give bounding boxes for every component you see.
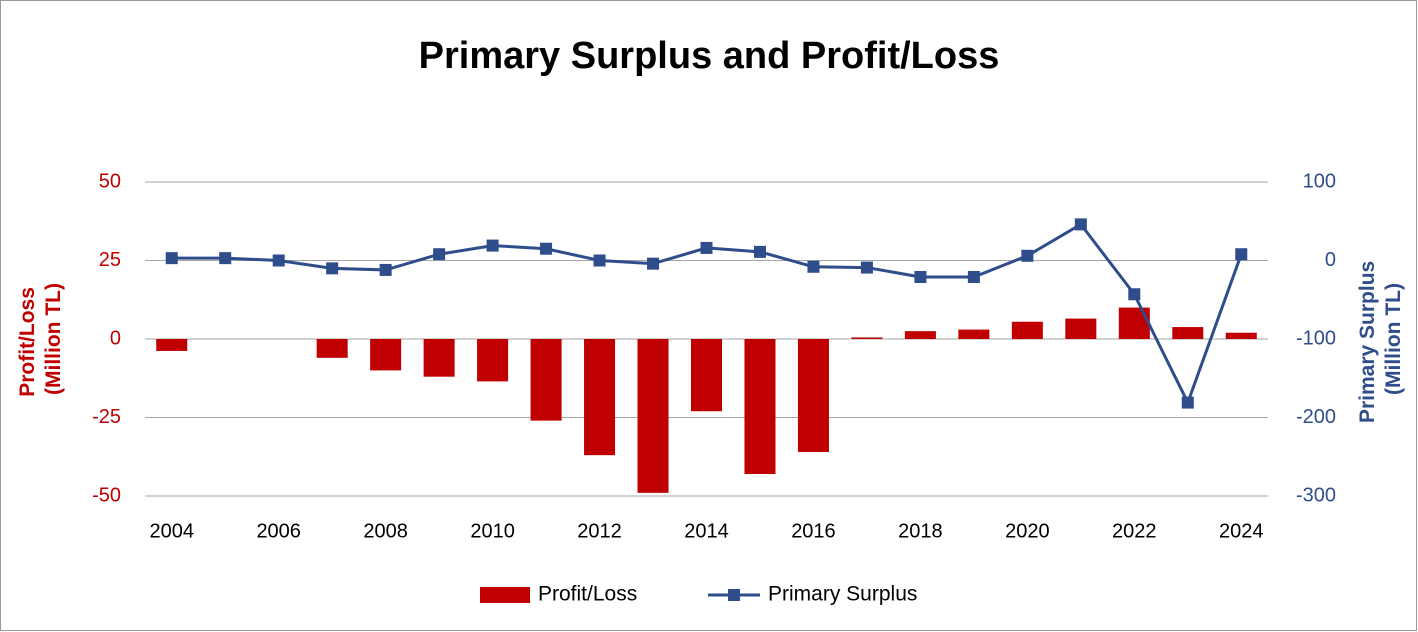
x-tick-label: 2004 <box>149 520 194 542</box>
x-tick-label: 2018 <box>898 520 943 542</box>
bar <box>316 339 348 358</box>
y-axis-title-line: Profit/Loss <box>16 287 39 397</box>
chart-title: Primary Surplus and Profit/Loss <box>419 35 1000 77</box>
line-marker <box>753 245 766 258</box>
bar <box>904 331 936 339</box>
legend-label: Profit/Loss <box>538 583 637 606</box>
bar <box>1011 321 1043 339</box>
y2-tick-label: 100 <box>1303 170 1336 192</box>
bar <box>797 339 829 453</box>
line-marker <box>219 252 232 265</box>
line-marker <box>593 254 606 267</box>
y-tick-label: -25 <box>92 406 121 428</box>
y2-axis-title-line: Primary Surplus <box>1356 261 1379 423</box>
line-marker <box>967 270 980 283</box>
y-tick-label: 25 <box>99 249 121 271</box>
line-marker <box>433 248 446 261</box>
y2-tick-label: -100 <box>1296 327 1336 349</box>
bar <box>1118 307 1150 339</box>
x-tick-label: 2022 <box>1112 520 1157 542</box>
x-tick-label: 2014 <box>684 520 729 542</box>
bar <box>584 339 616 456</box>
bar <box>1065 318 1097 339</box>
line-marker <box>807 260 820 273</box>
y-tick-label: 50 <box>99 170 121 192</box>
bar <box>851 337 883 339</box>
bar <box>530 339 562 421</box>
x-tick-label: 2016 <box>791 520 836 542</box>
line-marker <box>1181 396 1194 409</box>
bar <box>1172 327 1204 339</box>
line-marker <box>272 254 285 267</box>
x-tick-label: 2020 <box>1005 520 1050 542</box>
x-tick-label: 2010 <box>470 520 515 542</box>
line-marker <box>540 242 553 255</box>
legend-swatch <box>728 589 740 601</box>
y2-axis-title: Primary Surplus (Million TL) <box>1356 255 1405 423</box>
x-tick-label: 2012 <box>577 520 622 542</box>
x-tick-label: 2008 <box>363 520 408 542</box>
bar <box>690 339 723 412</box>
line-marker <box>1235 248 1248 261</box>
line-marker <box>326 262 339 275</box>
x-tick-label: 2006 <box>256 520 301 542</box>
legend-swatch <box>480 587 530 603</box>
line-marker <box>914 270 927 283</box>
line-marker <box>860 261 873 274</box>
y2-tick-label: 0 <box>1325 249 1336 271</box>
line-marker <box>1021 249 1034 262</box>
line-marker <box>1074 218 1087 231</box>
line-marker <box>647 257 660 270</box>
bar <box>477 339 509 382</box>
line-marker <box>1128 288 1141 301</box>
y-tick-label: -50 <box>92 484 121 506</box>
y-tick-label: 0 <box>110 327 121 349</box>
legend-label: Primary Surplus <box>768 583 917 606</box>
x-tick-label: 2024 <box>1219 520 1264 542</box>
line-marker <box>486 239 499 252</box>
bar <box>156 339 188 351</box>
line-marker <box>700 241 713 254</box>
y-axis-title-line: (Million TL) <box>42 283 65 395</box>
line-marker <box>165 252 178 265</box>
bar <box>1225 332 1257 339</box>
bar <box>744 339 776 475</box>
y2-tick-label: -300 <box>1296 484 1336 506</box>
bar <box>370 339 402 371</box>
y2-axis-title-line: (Million TL) <box>1382 283 1405 395</box>
y2-tick-label: -200 <box>1296 406 1336 428</box>
bar <box>423 339 455 377</box>
line-marker <box>379 263 392 276</box>
y-axis-title: Profit/Loss (Million TL) <box>16 281 65 397</box>
bar <box>637 339 669 493</box>
bar <box>958 329 990 339</box>
